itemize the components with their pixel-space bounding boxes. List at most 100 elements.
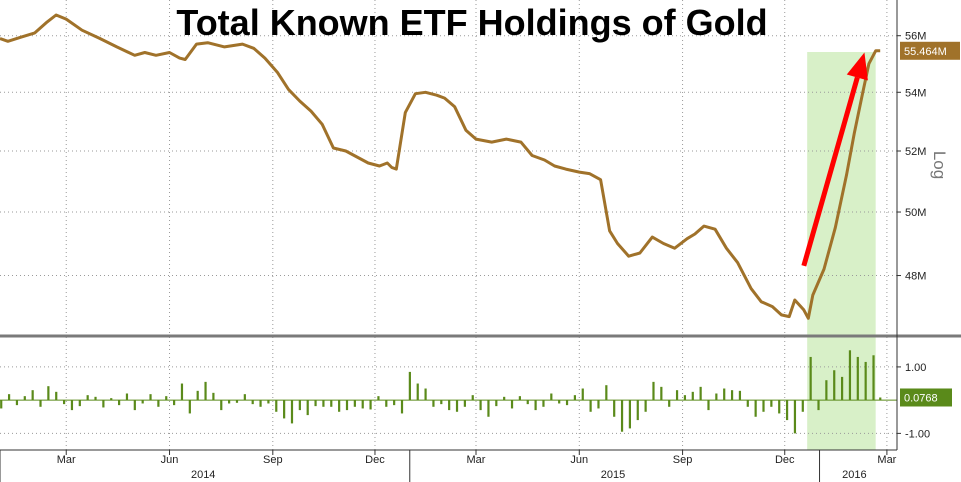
bar-72 [565, 400, 569, 406]
bar-44 [345, 400, 349, 411]
bar-54 [424, 388, 427, 401]
bar-66 [518, 396, 521, 401]
bar-24 [188, 400, 191, 414]
bar-13 [102, 400, 105, 408]
bar-16 [125, 393, 129, 401]
bar-28 [220, 400, 223, 411]
bar-36 [283, 400, 286, 419]
bar-10 [78, 400, 81, 407]
sub-y-tick-label-1: -1.00 [905, 428, 930, 440]
last-value-text: 55.464M [904, 46, 947, 58]
bar-4 [31, 390, 34, 401]
bar-82 [644, 400, 647, 412]
bar-99 [778, 400, 781, 414]
bar-30 [235, 400, 239, 403]
bar-61 [479, 400, 482, 411]
x-axis-ticks: Mar Jun Sep Dec Mar Jun Sep Dec Mar 2014 2015 2016 [0, 450, 897, 482]
bar-43 [338, 400, 341, 412]
x-month-label-4: Mar [467, 454, 486, 466]
bar-93 [730, 390, 734, 401]
bar-52 [408, 371, 411, 401]
bar-74 [581, 388, 584, 401]
chart-title: Total Known ETF Holdings of Gold [176, 2, 767, 43]
bar-71 [558, 400, 561, 404]
bar-101 [793, 400, 797, 434]
bar-38 [298, 400, 301, 411]
bar-107 [840, 376, 844, 401]
y-tick-label-2: 52M [905, 146, 926, 158]
bar-104 [817, 400, 820, 411]
bar-63 [495, 400, 498, 407]
bar-65 [510, 400, 514, 409]
bar-75 [589, 400, 592, 412]
bar-90 [707, 400, 710, 411]
bar-85 [668, 400, 671, 407]
bar-108 [848, 350, 852, 401]
plot-frame [0, 0, 961, 451]
bar-78 [613, 400, 616, 417]
bar-81 [636, 400, 639, 421]
bar-41 [322, 400, 325, 407]
bar-22 [173, 400, 176, 406]
bar-42 [330, 400, 333, 407]
x-month-label-7: Dec [775, 454, 795, 466]
bar-73 [573, 395, 576, 401]
bar-87 [683, 395, 687, 401]
bar-62 [487, 400, 490, 417]
bar-102 [801, 400, 804, 412]
bar-59 [463, 400, 466, 407]
bar-111 [872, 355, 875, 401]
bar-14 [110, 398, 113, 401]
bar-76 [597, 400, 600, 409]
x-month-label-8: Mar [877, 454, 896, 466]
bar-103 [809, 356, 812, 401]
bar-110 [864, 361, 867, 401]
bar-88 [691, 391, 694, 401]
bar-91 [715, 393, 718, 401]
bar-0 [0, 400, 3, 409]
bar-46 [361, 400, 364, 409]
y-tick-label-3: 50M [905, 207, 926, 219]
bar-17 [133, 400, 136, 411]
bar-60 [471, 395, 474, 401]
x-year-label-1: 2015 [601, 469, 625, 481]
bar-27 [212, 392, 215, 401]
bar-1 [7, 394, 11, 401]
bar-97 [762, 400, 765, 412]
bar-9 [70, 400, 74, 411]
bar-83 [652, 381, 655, 401]
bar-64 [503, 396, 506, 401]
bar-6 [47, 386, 50, 401]
bar-84 [660, 386, 663, 401]
bar-15 [118, 400, 121, 406]
bar-92 [723, 388, 726, 401]
bar-80 [628, 400, 632, 429]
bar-49 [385, 400, 388, 407]
bar-109 [856, 356, 859, 401]
bar-40 [314, 400, 317, 407]
bar-34 [267, 400, 270, 404]
bar-32 [251, 400, 254, 405]
x-month-label-0: Mar [57, 454, 76, 466]
bar-11 [86, 395, 89, 401]
bar-96 [754, 400, 757, 417]
x-month-label-5: Jun [570, 454, 588, 466]
bar-8 [62, 400, 66, 405]
bar-37 [290, 400, 294, 424]
bar-55 [432, 400, 435, 407]
x-month-label-2: Sep [263, 454, 283, 466]
bar-95 [746, 400, 749, 407]
bar-69 [542, 400, 545, 407]
bar-33 [259, 400, 262, 407]
bar-94 [738, 390, 742, 401]
bar-35 [275, 400, 278, 412]
bar-21 [165, 396, 168, 401]
bar-57 [448, 400, 451, 411]
bar-48 [377, 396, 380, 401]
bar-79 [620, 400, 624, 432]
bar-98 [770, 400, 773, 407]
sub-y-tick-label-0: 1.00 [905, 362, 926, 374]
bar-50 [393, 400, 396, 406]
bar-12 [94, 396, 97, 401]
bar-89 [699, 386, 702, 401]
